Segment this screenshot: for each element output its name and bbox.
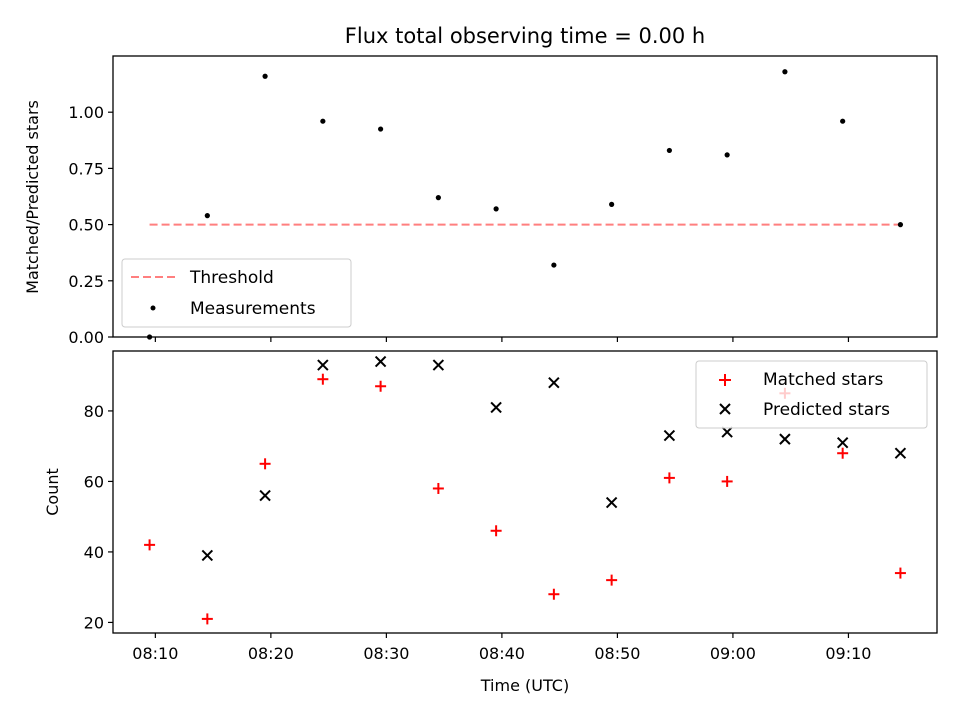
bottom-y-tick-label: 20 bbox=[84, 613, 104, 632]
top-y-tick-label: 0.75 bbox=[68, 159, 104, 178]
measurement-point bbox=[724, 152, 730, 158]
chart-title: Flux total observing time = 0.00 h bbox=[345, 24, 705, 48]
x-axis-label: Time (UTC) bbox=[480, 676, 569, 695]
bottom-y-tick-label: 40 bbox=[84, 543, 104, 562]
matched-star-point bbox=[201, 613, 213, 625]
matched-star-point bbox=[432, 482, 444, 494]
top-x-axis-ticks bbox=[154, 337, 850, 342]
measurement-point bbox=[204, 213, 210, 219]
bottom-y-axis-label: Count bbox=[43, 468, 62, 516]
matched-star-point bbox=[837, 447, 849, 459]
top-y-tick-label: 0.25 bbox=[68, 272, 104, 291]
predicted-star-point bbox=[605, 496, 618, 509]
matched-star-point bbox=[317, 373, 329, 385]
matched-star-point bbox=[144, 539, 156, 551]
predicted-star-point bbox=[894, 447, 907, 459]
matched-star-point bbox=[548, 588, 560, 600]
legend-predicted-swatch bbox=[719, 403, 731, 415]
measurement-point bbox=[551, 262, 557, 268]
bottom-y-tick-label: 80 bbox=[84, 402, 104, 421]
legend-matched-label: Matched stars bbox=[763, 370, 883, 390]
matched-star-point bbox=[490, 525, 502, 537]
bottom-legend: Matched stars Predicted stars bbox=[695, 360, 928, 429]
x-tick-label: 08:50 bbox=[594, 644, 640, 663]
x-tick-label: 09:10 bbox=[825, 644, 871, 663]
x-tick-label: 09:00 bbox=[710, 644, 756, 663]
top-y-axis-label: Matched/Predicted stars bbox=[23, 100, 42, 294]
measurement-point bbox=[378, 126, 384, 132]
measurement-point bbox=[666, 147, 672, 154]
legend-measurements-label: Measurements bbox=[190, 299, 316, 319]
measurement-point bbox=[493, 206, 499, 212]
measurement-point bbox=[320, 118, 326, 124]
predicted-star-point bbox=[490, 401, 502, 414]
legend-threshold-label: Threshold bbox=[189, 268, 274, 288]
top-y-tick-label: 1.00 bbox=[68, 103, 104, 122]
legend-matched-swatch bbox=[719, 374, 731, 386]
legend-measurements-swatch bbox=[150, 305, 156, 311]
matched-star-point bbox=[721, 475, 733, 487]
predicted-star-point bbox=[432, 359, 445, 371]
measurement-point bbox=[897, 222, 904, 228]
predicted-star-point bbox=[779, 433, 791, 445]
bottom-plot-frame bbox=[112, 350, 938, 634]
matched-star-point bbox=[894, 567, 906, 579]
top-legend: Threshold Measurements bbox=[121, 258, 352, 328]
top-legend-box bbox=[121, 258, 352, 328]
matched-star-point bbox=[606, 574, 618, 586]
measurement-point bbox=[435, 195, 441, 201]
legend-predicted-label: Predicted stars bbox=[763, 400, 890, 420]
top-plot-marks bbox=[146, 69, 904, 340]
top-y-tick-label: 0.50 bbox=[68, 216, 104, 235]
measurement-point bbox=[609, 201, 615, 207]
top-y-tick-label: 0.00 bbox=[68, 328, 104, 347]
predicted-star-point bbox=[259, 489, 271, 502]
predicted-star-point bbox=[721, 426, 733, 438]
x-tick-label: 08:20 bbox=[248, 644, 294, 663]
x-tick-label: 08:40 bbox=[479, 644, 525, 663]
bottom-legend-box bbox=[695, 360, 928, 429]
predicted-star-point bbox=[201, 549, 214, 562]
bottom-plot-marks bbox=[144, 355, 907, 625]
predicted-star-point bbox=[317, 359, 329, 371]
x-tick-label: 08:30 bbox=[363, 644, 409, 663]
measurement-point bbox=[262, 73, 268, 79]
bottom-x-axis: 08:10 08:20 08:30 08:40 08:50 09:00 09:10 bbox=[132, 633, 871, 663]
measurement-point bbox=[840, 118, 846, 124]
predicted-star-point bbox=[548, 377, 560, 389]
matched-star-point bbox=[375, 380, 387, 392]
matched-star-point bbox=[259, 458, 271, 470]
predicted-star-point bbox=[836, 436, 849, 449]
top-plot-frame bbox=[112, 55, 938, 338]
x-tick-label: 08:10 bbox=[132, 644, 178, 663]
predicted-star-point bbox=[374, 355, 387, 368]
predicted-star-point bbox=[663, 429, 676, 442]
top-y-axis: 0.00 0.25 0.50 0.75 1.00 bbox=[68, 103, 113, 347]
bottom-y-tick-label: 60 bbox=[84, 472, 104, 491]
matched-star-point bbox=[663, 472, 675, 484]
bottom-y-axis: 20 40 60 80 bbox=[84, 402, 113, 632]
measurement-point bbox=[782, 69, 788, 75]
